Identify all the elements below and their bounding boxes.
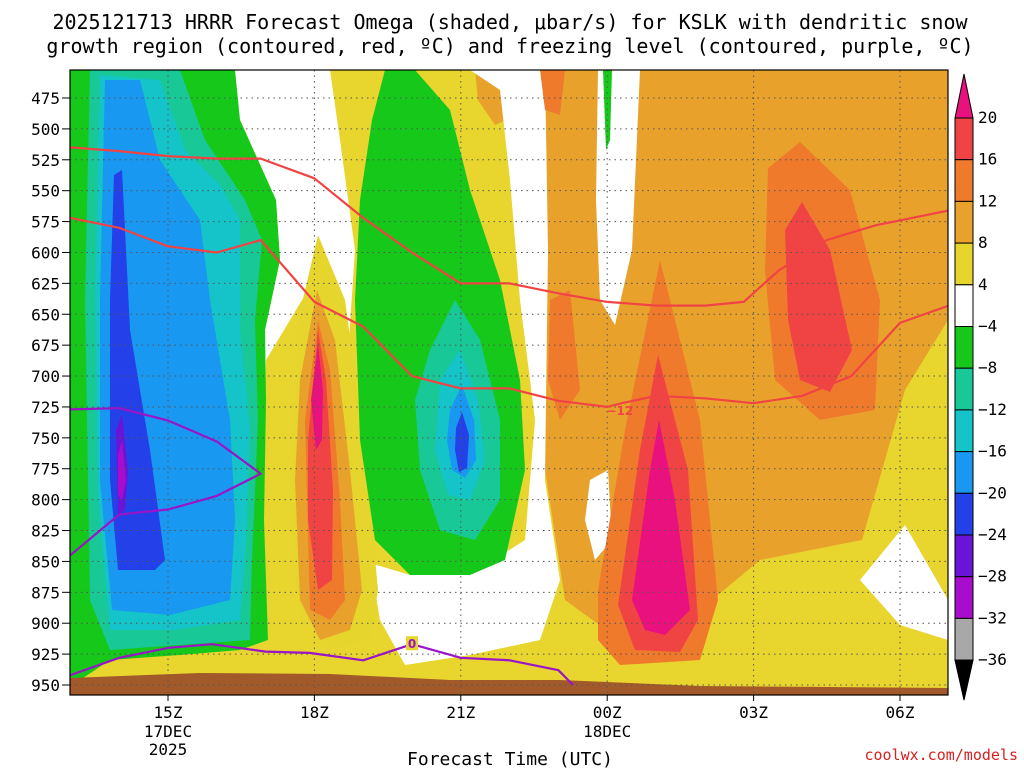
y-tick-label: 800 bbox=[31, 491, 60, 510]
omega-shade-neg28-left bbox=[118, 440, 126, 500]
omega-shade-20-band18z bbox=[311, 345, 323, 450]
colorbar-label: −8 bbox=[978, 358, 997, 377]
omega-shading bbox=[70, 70, 948, 680]
plot-area: −12 0 bbox=[70, 70, 948, 695]
contour-line-3 bbox=[70, 407, 262, 557]
y-tick-label: 675 bbox=[31, 336, 60, 355]
y-tick-label: 825 bbox=[31, 522, 60, 541]
y-tick-label: 900 bbox=[31, 614, 60, 633]
colorbar-label: 20 bbox=[978, 108, 997, 127]
colorbar-bottom-arrow bbox=[954, 659, 974, 701]
x-tick-label: 15Z bbox=[154, 703, 183, 722]
colorbar-label: −16 bbox=[978, 442, 1007, 461]
omega-shade-neg20-21z bbox=[455, 412, 469, 472]
colorbar-segment bbox=[954, 492, 974, 536]
x-tick-date: 17DEC bbox=[144, 722, 192, 741]
colorbar-segment bbox=[954, 576, 974, 619]
colorbar-label: 16 bbox=[978, 150, 997, 169]
x-tick-year: 2025 bbox=[149, 740, 188, 759]
plot-border bbox=[69, 69, 949, 696]
y-tick-label: 875 bbox=[31, 583, 60, 602]
contour-line-1 bbox=[70, 216, 948, 408]
colorbar-segment bbox=[954, 159, 974, 202]
contour-line-0 bbox=[70, 146, 948, 307]
y-tick-label: 525 bbox=[31, 151, 60, 170]
colorbar: 20 16 12 8 4 −4 −8 −12 −16 −20 −24 −28 −32 −36 bbox=[954, 73, 1007, 701]
x-tick-label: 21Z bbox=[446, 703, 475, 722]
colorbar-segment bbox=[954, 326, 974, 369]
y-tick-label: 475 bbox=[31, 89, 60, 108]
colorbar-segment bbox=[954, 200, 974, 244]
colorbar-label: −20 bbox=[978, 483, 1007, 502]
y-tick-label: 850 bbox=[31, 552, 60, 571]
y-tick-label: 600 bbox=[31, 243, 60, 262]
colorbar-label: −24 bbox=[978, 525, 1007, 544]
contour-line-2 bbox=[70, 643, 574, 686]
colorbar-segment bbox=[954, 617, 974, 661]
omega-shade-16-right-upper bbox=[785, 202, 852, 392]
terrain-ground bbox=[70, 673, 948, 695]
omega-shade-12-top bbox=[540, 70, 565, 115]
y-tick-label: 500 bbox=[31, 120, 60, 139]
colorbar-segment bbox=[954, 284, 974, 327]
omega-shade-12-left-mid bbox=[548, 290, 580, 420]
x-axis-label: Forecast Time (UTC) bbox=[407, 749, 613, 768]
colorbar-label: −12 bbox=[978, 400, 1007, 419]
colorbar-label: 4 bbox=[978, 275, 988, 294]
omega-shade-zero-lower bbox=[585, 470, 612, 560]
colorbar-label: 12 bbox=[978, 191, 997, 210]
y-tick-label: 575 bbox=[31, 213, 60, 232]
y-tick-label: 650 bbox=[31, 305, 60, 324]
colorbar-segment bbox=[954, 534, 974, 578]
y-tick-label: 750 bbox=[31, 429, 60, 448]
colorbar-label: −36 bbox=[978, 650, 1007, 669]
colorbar-label: −28 bbox=[978, 567, 1007, 586]
x-tick-date: 18DEC bbox=[583, 722, 631, 741]
y-tick-label: 775 bbox=[31, 460, 60, 479]
colorbar-segment bbox=[954, 117, 974, 161]
contour-label-bg bbox=[406, 636, 418, 651]
contour-label-zero: 0 bbox=[408, 637, 416, 651]
credit-link[interactable]: coolwx.com/models bbox=[864, 746, 1018, 764]
colorbar-segment bbox=[954, 367, 974, 411]
colorbar-label: 8 bbox=[978, 233, 988, 252]
x-tick-label: 00Z bbox=[593, 703, 622, 722]
omega-shade-20-right bbox=[632, 420, 690, 635]
y-tick-label: 950 bbox=[31, 676, 60, 695]
x-tick-label: 06Z bbox=[886, 703, 915, 722]
colorbar-top-arrow bbox=[954, 73, 974, 119]
x-tick-label: 18Z bbox=[300, 703, 329, 722]
x-tick-label: 03Z bbox=[739, 703, 768, 722]
chart-title-line2: growth region (contoured, red, ºC) and f… bbox=[46, 34, 973, 58]
y-tick-label: 725 bbox=[31, 398, 60, 417]
colorbar-segment bbox=[954, 451, 974, 494]
grid-lines bbox=[70, 70, 948, 695]
y-tick-label: 550 bbox=[31, 182, 60, 201]
y-axis-ticks: 475 500 525 550 575 600 625 650 675 700 725 750 775 8… bbox=[31, 89, 70, 695]
omega-shade-zero-right bbox=[860, 525, 948, 640]
colorbar-segment bbox=[954, 409, 974, 453]
contour-lines: −12 0 bbox=[70, 146, 948, 686]
y-tick-label: 700 bbox=[31, 367, 60, 386]
y-tick-label: 925 bbox=[31, 645, 60, 664]
chart-title-line1: 2025121713 HRRR Forecast Omega (shaded, … bbox=[52, 10, 968, 34]
y-tick-label: 625 bbox=[31, 274, 60, 293]
colorbar-segment bbox=[954, 242, 974, 286]
omega-shade-zero-midleft bbox=[230, 70, 560, 665]
colorbar-label: −4 bbox=[978, 317, 997, 336]
contour-label-minus12: −12 bbox=[606, 404, 633, 418]
colorbar-label: −32 bbox=[978, 608, 1007, 627]
